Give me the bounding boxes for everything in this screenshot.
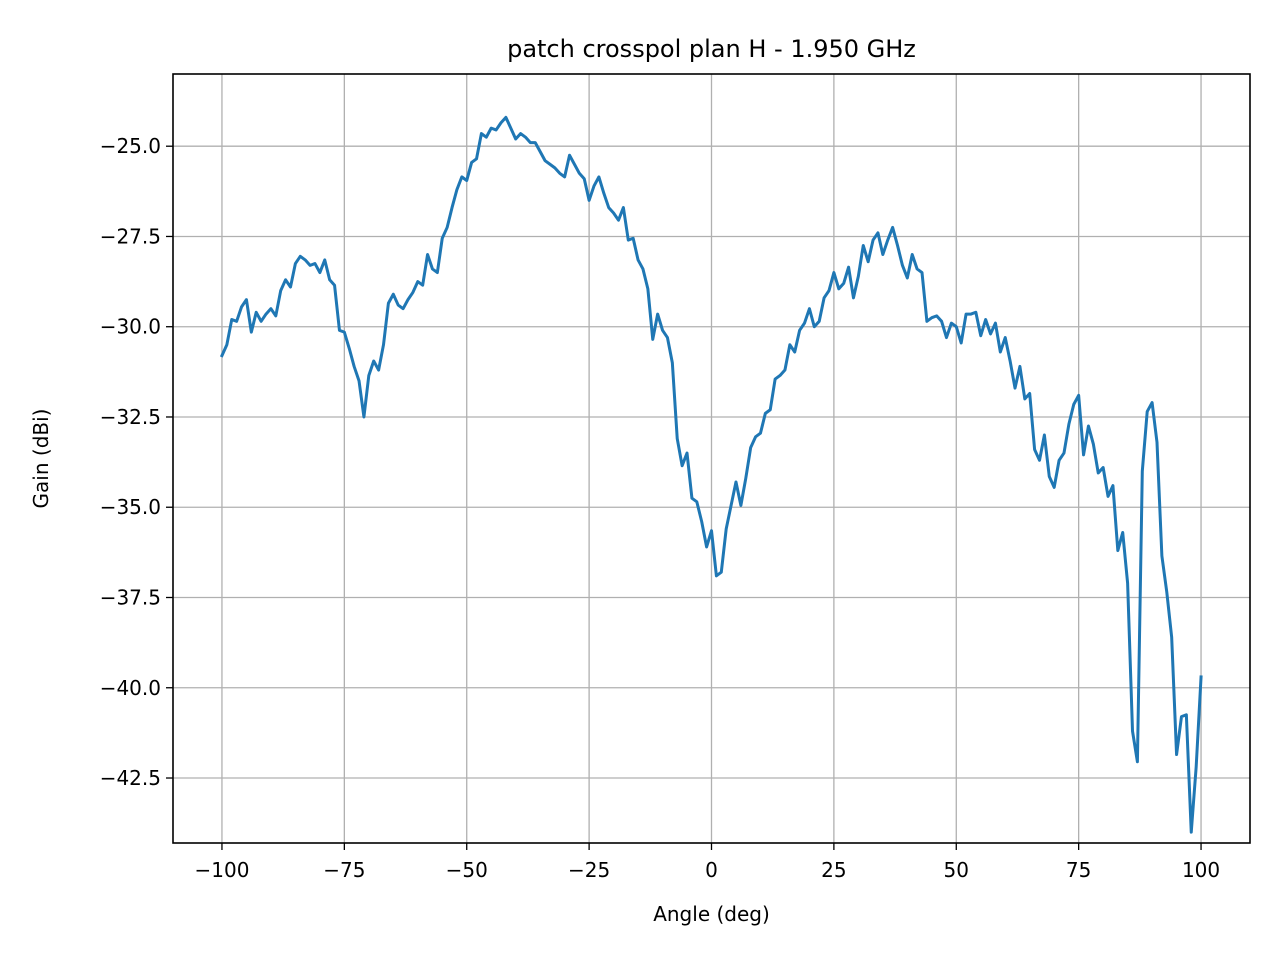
x-tick-label: −75 — [323, 858, 365, 882]
y-tick-label: −32.5 — [100, 405, 161, 429]
x-axis: −100 −75 −50 −25 0 25 50 75 100 — [194, 843, 1220, 882]
y-tick-label: −40.0 — [100, 676, 161, 700]
x-tick-label: 100 — [1182, 858, 1220, 882]
plot-area — [219, 115, 1203, 834]
y-tick-label: −42.5 — [100, 766, 161, 790]
y-tick-label: −35.0 — [100, 495, 161, 519]
x-tick-label: −50 — [446, 858, 488, 882]
y-tick-label: −37.5 — [100, 585, 161, 609]
x-tick-label: 75 — [1066, 858, 1091, 882]
x-tick-label: 0 — [705, 858, 718, 882]
x-tick-label: −25 — [568, 858, 610, 882]
x-tick-label: 50 — [944, 858, 969, 882]
y-axis-title: Gain (dBi) — [29, 409, 53, 509]
x-axis-title: Angle (deg) — [653, 902, 770, 926]
x-tick-label: −100 — [194, 858, 249, 882]
y-tick-label: −27.5 — [100, 224, 161, 248]
y-tick-label: −30.0 — [100, 315, 161, 339]
y-axis: −25.0 −27.5 −30.0 −32.5 −35.0 −37.5 −40.0 −42.5 — [100, 134, 173, 790]
y-tick-label: −25.0 — [100, 134, 161, 158]
series-line — [219, 115, 1203, 834]
chart-title: patch crosspol plan H - 1.950 GHz — [507, 35, 916, 63]
x-tick-label: 25 — [821, 858, 846, 882]
